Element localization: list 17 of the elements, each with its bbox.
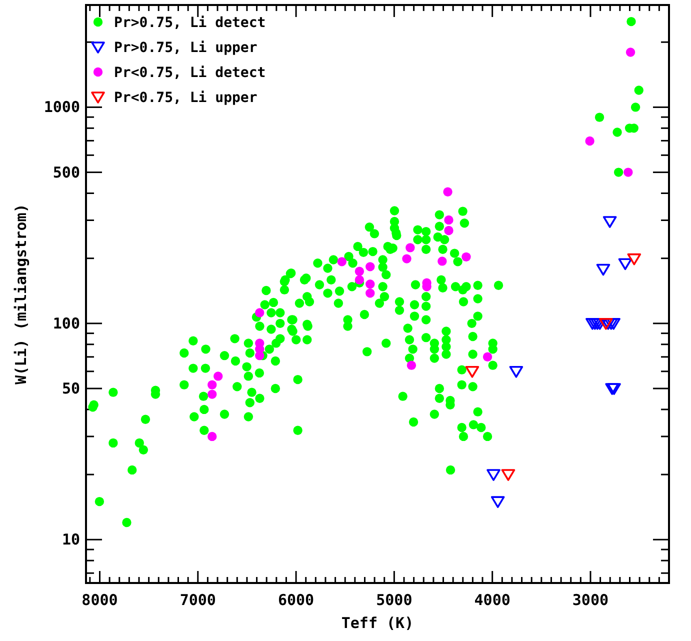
x-tick-label: 8000 — [82, 591, 118, 609]
y-tick-label: 500 — [52, 163, 80, 182]
legend-label: Pr<0.75, Li detect — [114, 65, 266, 81]
legend-label: Pr>0.75, Li detect — [114, 15, 266, 31]
y-tick-label: 1000 — [44, 98, 80, 116]
legend-label: Pr<0.75, Li upper — [114, 90, 258, 106]
x-tick-label: 5000 — [376, 591, 412, 609]
y-tick-label: 10 — [62, 530, 80, 549]
x-axis-title: Teff (K) — [341, 614, 414, 632]
x-tick-label: 3000 — [572, 591, 609, 609]
y-axis-title: W(Li) (miliangstrom) — [12, 204, 30, 384]
x-tick-label: 4000 — [474, 591, 510, 609]
x-tick-label: 6000 — [278, 591, 314, 609]
legend-label: Pr>0.75, Li upper — [114, 40, 258, 56]
y-tick-label: 50 — [62, 380, 80, 398]
x-tick-label: 7000 — [180, 591, 216, 609]
y-tick-label: 100 — [52, 314, 80, 332]
